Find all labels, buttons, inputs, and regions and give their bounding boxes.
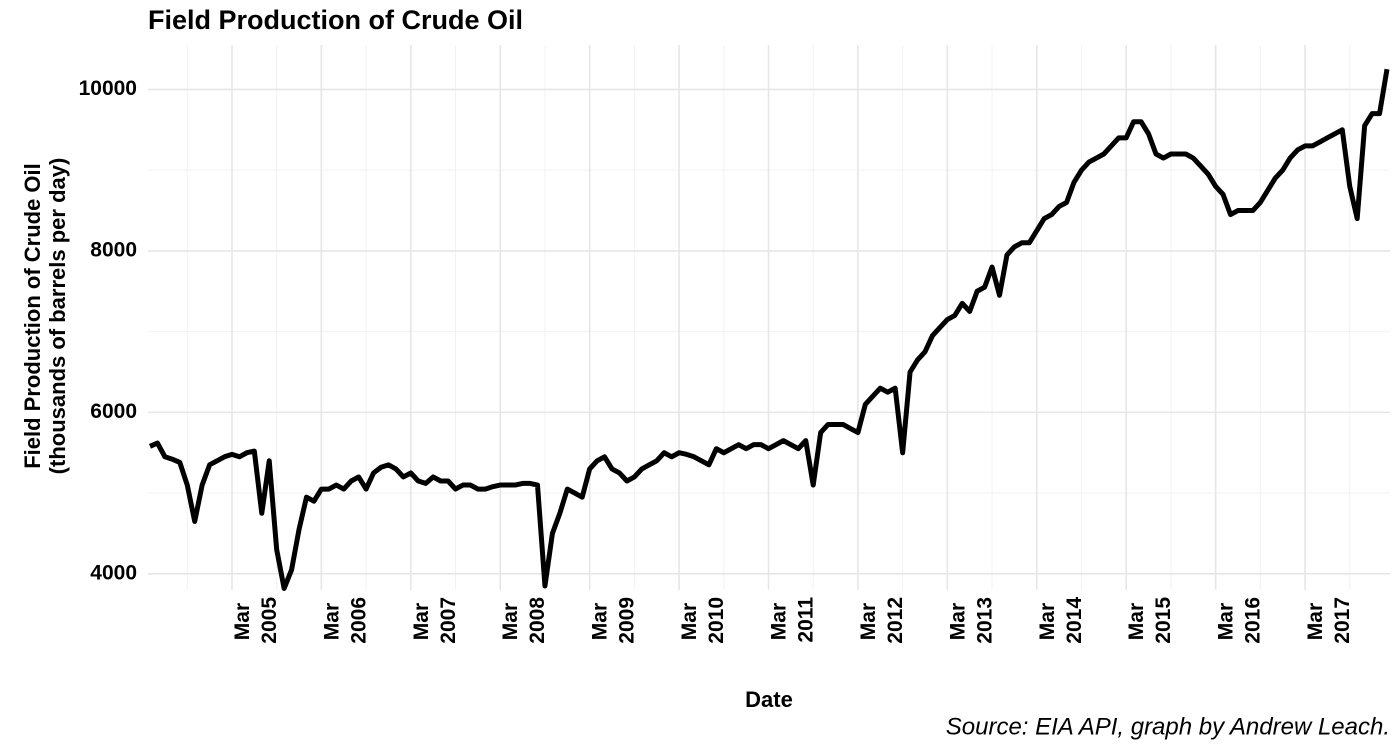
x-tick: Mar 2017 — [1304, 597, 1354, 644]
x-tick: Mar 2008 — [499, 597, 549, 644]
x-tick-label: Mar 2014 — [1035, 597, 1085, 644]
y-axis-title-line: Field Production of Crude Oil — [20, 163, 45, 469]
y-tick-label: 8000 — [90, 238, 137, 261]
x-tick-label: Mar 2008 — [499, 597, 549, 644]
x-tick: Mar 2013 — [946, 597, 996, 644]
x-tick: Mar 2016 — [1214, 597, 1264, 644]
x-tick-label: Mar 2007 — [409, 597, 459, 644]
x-tick: Mar 2006 — [320, 597, 370, 644]
x-axis-title: Date — [745, 687, 793, 712]
x-tick-label: Mar 2009 — [588, 597, 638, 644]
x-tick-label: Mar 2017 — [1304, 597, 1354, 644]
x-tick-label: Mar 2006 — [320, 597, 370, 644]
x-tick-label: Mar 2016 — [1214, 597, 1264, 644]
x-tick: Mar 2011 — [767, 597, 817, 643]
caption: Source: EIA API, graph by Andrew Leach. — [946, 713, 1390, 740]
y-tick-label: 10000 — [79, 77, 137, 100]
x-tick-label: Mar 2015 — [1125, 597, 1175, 644]
x-tick: Mar 2014 — [1035, 597, 1085, 644]
y-tick-label: 4000 — [90, 561, 137, 584]
grid — [148, 45, 1390, 590]
x-tick: Mar 2009 — [588, 597, 638, 644]
x-tick-label: Mar 2011 — [767, 597, 817, 643]
x-tick-label: Mar 2013 — [946, 597, 996, 644]
x-tick: Mar 2010 — [678, 597, 728, 644]
x-tick-label: Mar 2005 — [231, 597, 281, 644]
chart-title: Field Production of Crude Oil — [148, 5, 523, 35]
x-tick-label: Mar 2010 — [678, 597, 728, 644]
series-line — [149, 68, 1390, 591]
x-tick: Mar 2005 — [231, 597, 281, 644]
y-axis-title: Field Production of Crude Oil (thousands… — [20, 158, 70, 475]
x-tick: Mar 2007 — [409, 597, 459, 644]
x-tick: Mar 2015 — [1125, 597, 1175, 644]
y-axis-title-line: (thousands of barrels per day) — [45, 158, 70, 475]
y-tick-label: 6000 — [90, 400, 137, 423]
x-tick-label: Mar 2012 — [856, 597, 906, 644]
x-tick: Mar 2012 — [856, 597, 906, 644]
